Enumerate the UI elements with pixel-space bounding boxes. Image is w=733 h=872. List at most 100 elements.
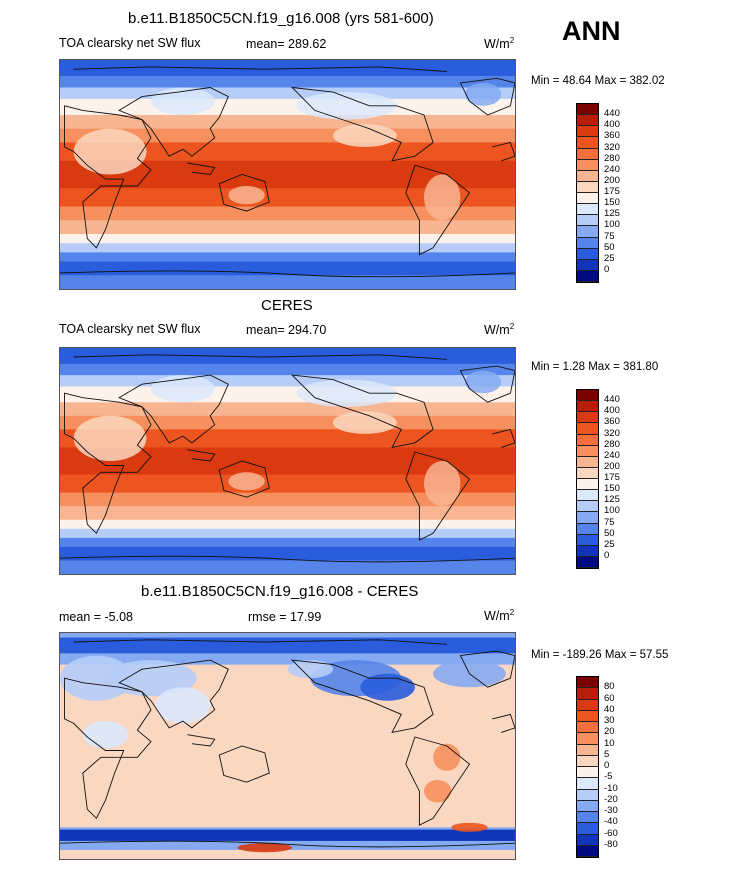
- lat-band: [60, 363, 515, 377]
- colorbar-swatch: [577, 126, 598, 138]
- colorbar-swatch: [577, 193, 598, 205]
- colorbar-tick-label: 175: [604, 472, 620, 483]
- land-patch: [73, 128, 147, 175]
- lat-band: [60, 474, 515, 494]
- colorbar-swatch: [577, 556, 598, 568]
- colorbar-swatch: [577, 677, 598, 689]
- colorbar-swatch: [577, 270, 598, 282]
- panel-2-variable-label: TOA clearsky net SW flux: [59, 322, 201, 336]
- colorbar-swatch: [577, 170, 598, 182]
- colorbar-swatch: [577, 137, 598, 149]
- colorbar-tick-label: 40: [604, 703, 615, 715]
- colorbar-swatch: [577, 215, 598, 227]
- colorbar-tick-label: 25: [604, 252, 615, 264]
- colorbar-tick-label: 25: [604, 538, 615, 550]
- colorbar-tick-label: 175: [604, 186, 620, 197]
- anomaly-patch: [287, 660, 333, 679]
- coastline: [187, 162, 216, 175]
- coastline: [187, 449, 216, 462]
- colorbar-swatch: [577, 434, 598, 446]
- coastline: [118, 87, 229, 157]
- lat-band: [60, 415, 515, 431]
- colorbar-swatch: [577, 744, 598, 756]
- panel-2-map-svg: [60, 348, 515, 574]
- lat-band: [60, 76, 515, 89]
- coastline: [64, 392, 152, 535]
- anomaly-patch: [237, 843, 293, 853]
- lat-band: [60, 429, 515, 449]
- colorbar-tick-label: -40: [604, 816, 618, 828]
- panel-1-title: b.e11.B1850C5CN.f19_g16.008 (yrs 581-600…: [128, 10, 434, 27]
- coastline: [405, 451, 471, 541]
- land-patch: [333, 411, 397, 434]
- flux-field: [60, 348, 515, 574]
- coastline: [492, 713, 515, 733]
- coastline: [118, 374, 229, 444]
- colorbar-tick-label: 400: [604, 405, 620, 417]
- panel-2-mean: mean= 294.70: [246, 323, 327, 337]
- colorbar-swatch: [577, 390, 598, 402]
- panel-3-minmax: Min = -189.26 Max = 57.55: [531, 649, 669, 661]
- colorbar-swatch: [577, 823, 598, 835]
- panel-2-colorbar: [576, 389, 599, 569]
- anomaly-patch: [82, 721, 129, 749]
- panel-2-title: CERES: [261, 297, 313, 314]
- colorbar-tick-label: 80: [604, 681, 615, 693]
- colorbar-swatch: [577, 545, 598, 557]
- colorbar-swatch: [577, 523, 598, 535]
- anomaly-patch: [60, 655, 133, 701]
- colorbar-swatch: [577, 733, 598, 745]
- colorbar-swatch: [577, 159, 598, 171]
- land-patch: [228, 472, 265, 491]
- lat-band: [60, 492, 515, 508]
- colorbar-tick-label: 440: [604, 108, 620, 120]
- colorbar-tick-label: 280: [604, 152, 620, 164]
- colorbar-swatch: [577, 204, 598, 216]
- land-patch: [333, 124, 397, 148]
- coastlines: [60, 639, 515, 848]
- coastline: [405, 164, 471, 256]
- colorbar-tick-label: -5: [604, 771, 613, 783]
- lat-band: [60, 506, 515, 521]
- coastline: [459, 365, 515, 403]
- colorbar-tick-label: 0: [604, 760, 610, 771]
- coastline: [459, 77, 515, 116]
- panel-1-minmax: Min = 48.64 Max = 382.02: [531, 75, 665, 87]
- colorbar-tick-label: 440: [604, 394, 620, 406]
- colorbar-tick-label: 20: [604, 726, 615, 738]
- colorbar-swatch: [577, 401, 598, 413]
- coastline: [64, 105, 152, 249]
- coastline: [290, 86, 434, 162]
- colorbar-tick-label: 400: [604, 119, 620, 131]
- colorbar-swatch: [577, 259, 598, 271]
- coastline: [290, 374, 434, 449]
- coastline: [118, 659, 229, 729]
- colorbar-swatch: [577, 490, 598, 502]
- colorbar-tick-label: 125: [604, 494, 620, 506]
- lat-band: [60, 220, 515, 236]
- colorbar-swatch: [577, 248, 598, 260]
- lat-band: [60, 386, 515, 404]
- colorbar-tick-label: 0: [604, 549, 610, 561]
- coastline: [492, 428, 515, 448]
- panel-3-colorbar: [576, 676, 599, 858]
- land-patch: [464, 370, 502, 394]
- colorbar-tick-label: 320: [604, 427, 620, 439]
- colorbar-swatch: [577, 148, 598, 160]
- colorbar-tick-label: 60: [604, 692, 615, 704]
- lat-band: [60, 546, 515, 562]
- colorbar-swatch: [577, 456, 598, 468]
- colorbar-swatch: [577, 237, 598, 249]
- colorbar-swatch: [577, 710, 598, 722]
- colorbar-tick-label: 100: [604, 505, 620, 517]
- colorbar-swatch: [577, 115, 598, 127]
- coastlines: [60, 354, 515, 563]
- coastline: [73, 639, 447, 645]
- coastline: [73, 66, 447, 72]
- colorbar-swatch: [577, 423, 598, 435]
- colorbar-tick-label: -60: [604, 827, 618, 839]
- coastline: [187, 734, 216, 747]
- colorbar-tick-label: 240: [604, 163, 620, 175]
- coastline: [64, 677, 152, 820]
- colorbar-tick-label: 320: [604, 141, 620, 153]
